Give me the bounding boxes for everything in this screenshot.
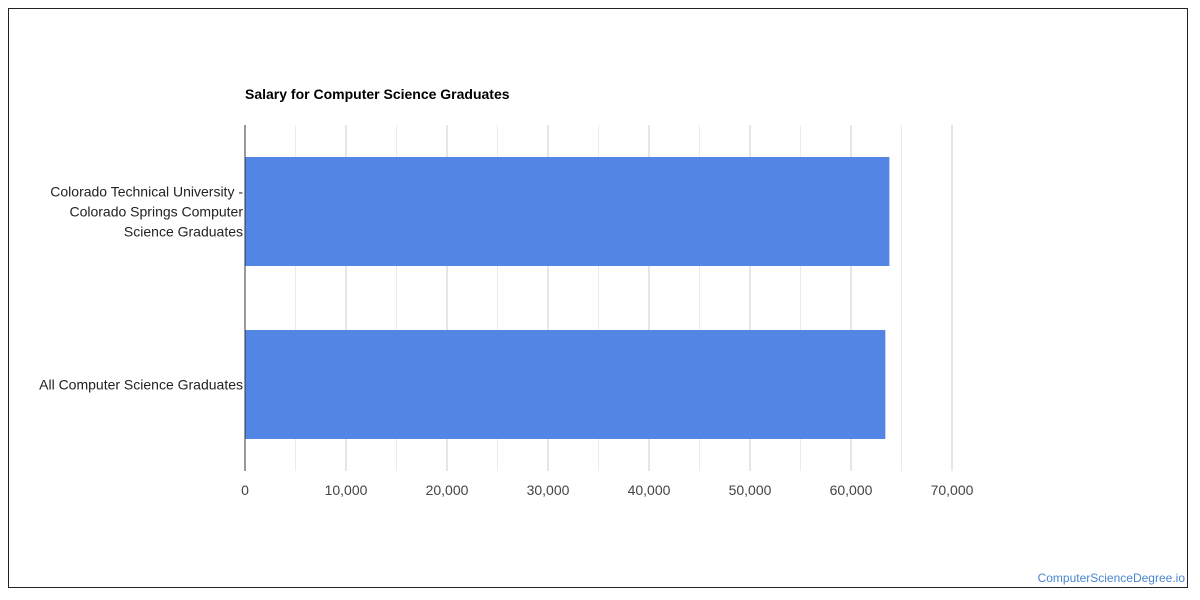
bars [245,157,890,439]
category-labels: Colorado Technical University - Colorado … [39,184,243,393]
watermark-link[interactable]: ComputerScienceDegree.io [1037,571,1185,585]
x-tick-label: 50,000 [729,482,772,498]
category-label: All Computer Science Graduates [39,377,243,393]
x-tick-label: 40,000 [628,482,671,498]
x-tick-label: 60,000 [830,482,873,498]
x-tick-label: 30,000 [527,482,570,498]
x-tick-label: 70,000 [931,482,974,498]
bar-1 [245,330,886,439]
category-label-line: All Computer Science Graduates [39,377,243,393]
x-tick-label: 10,000 [325,482,368,498]
x-axis-ticks: 0 10,000 20,000 30,000 40,000 50,000 60,000 70,… [241,482,974,498]
x-tick-label: 20,000 [426,482,469,498]
category-label: Colorado Technical University - Colorado … [50,184,243,240]
bar-0 [245,157,890,266]
x-tick-label: 0 [241,482,249,498]
category-label-line: Colorado Springs Computer [69,204,243,220]
category-label-line: Colorado Technical University - [50,184,243,200]
category-label-line: Science Graduates [124,224,243,240]
chart-title: Salary for Computer Science Graduates [245,86,510,102]
